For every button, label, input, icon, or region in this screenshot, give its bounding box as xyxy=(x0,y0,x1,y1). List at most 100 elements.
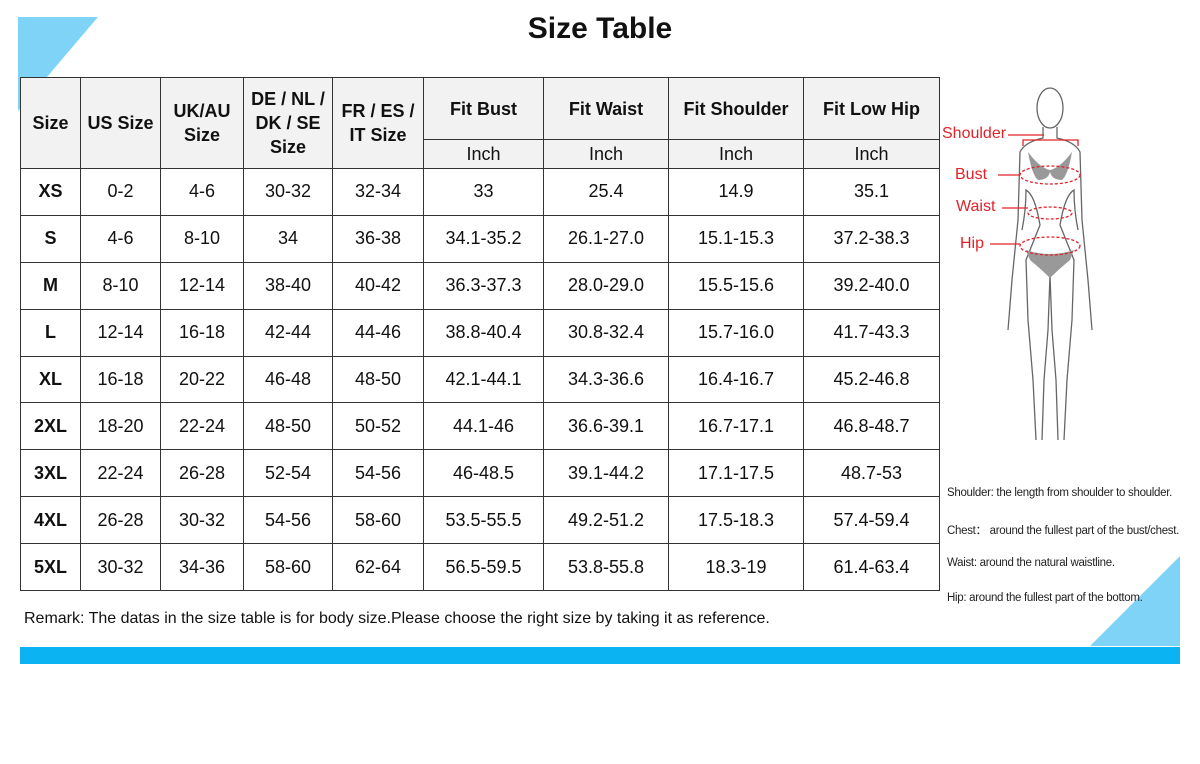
table-cell: 48-50 xyxy=(243,402,333,451)
table-cell: 53.5-55.5 xyxy=(423,496,544,545)
table-cell: 57.4-59.4 xyxy=(803,496,940,545)
table-cell: 53.8-55.8 xyxy=(543,543,669,592)
table-cell: 26.1-27.0 xyxy=(543,214,669,263)
size-cell: 3XL xyxy=(20,449,81,498)
note-chest: Chest： around the fullest part of the bu… xyxy=(947,525,1180,537)
table-cell: 15.5-15.6 xyxy=(668,261,804,310)
body-outline-icon xyxy=(990,87,1093,441)
table-cell: 42-44 xyxy=(243,308,333,357)
table-cell: 12-14 xyxy=(160,261,244,310)
table-cell: 39.2-40.0 xyxy=(803,261,940,310)
table-cell: 46-48 xyxy=(243,355,333,404)
unit-header: Inch xyxy=(803,139,940,169)
table-cell: 34 xyxy=(243,214,333,263)
table-row: 3XL 22-24 26-28 52-54 54-56 46-48.5 39.1-44.2 1… xyxy=(20,449,940,498)
column-header: Fit Low Hip xyxy=(803,77,940,140)
size-cell: M xyxy=(20,261,81,310)
table-cell: 34.3-36.6 xyxy=(543,355,669,404)
table-cell: 12-14 xyxy=(80,308,161,357)
table-cell: 42.1-44.1 xyxy=(423,355,544,404)
table-cell: 33 xyxy=(423,168,544,216)
table-cell: 54-56 xyxy=(243,496,333,545)
table-cell: 17.5-18.3 xyxy=(668,496,804,545)
table-cell: 58-60 xyxy=(243,543,333,592)
table-cell: 18-20 xyxy=(80,402,161,451)
table-cell: 15.1-15.3 xyxy=(668,214,804,263)
page-title: Size Table xyxy=(527,12,673,45)
table-cell: 35.1 xyxy=(803,168,940,216)
table-cell: 52-54 xyxy=(243,449,333,498)
table-row: L 12-14 16-18 42-44 44-46 38.8-40.4 30.8-32.4 1… xyxy=(20,308,940,357)
size-cell: L xyxy=(20,308,81,357)
table-cell: 56.5-59.5 xyxy=(423,543,544,592)
waist-label: Waist xyxy=(956,198,996,215)
table-cell: 41.7-43.3 xyxy=(803,308,940,357)
table-cell: 0-2 xyxy=(80,168,161,216)
table-cell: 25.4 xyxy=(543,168,669,216)
table-cell: 30-32 xyxy=(160,496,244,545)
measurement-notes: Shoulder: the length from shoulder to sh… xyxy=(947,487,1179,627)
table-cell: 26-28 xyxy=(80,496,161,545)
table-row: M 8-10 12-14 38-40 40-42 36.3-37.3 28.0-29.0 15… xyxy=(20,261,940,310)
table-cell: 30.8-32.4 xyxy=(543,308,669,357)
table-cell: 34-36 xyxy=(160,543,244,592)
table-cell: 16-18 xyxy=(160,308,244,357)
table-cell: 36.3-37.3 xyxy=(423,261,544,310)
table-cell: 49.2-51.2 xyxy=(543,496,669,545)
table-row: S 4-6 8-10 34 36-38 34.1-35.2 26.1-27.0 15.1-15… xyxy=(20,214,940,263)
size-cell: XL xyxy=(20,355,81,404)
table-cell: 45.2-46.8 xyxy=(803,355,940,404)
column-header: Size xyxy=(20,77,81,169)
table-cell: 17.1-17.5 xyxy=(668,449,804,498)
size-cell: S xyxy=(20,214,81,263)
table-cell: 28.0-29.0 xyxy=(543,261,669,310)
table-cell: 37.2-38.3 xyxy=(803,214,940,263)
table-cell: 22-24 xyxy=(160,402,244,451)
table-cell: 46.8-48.7 xyxy=(803,402,940,451)
table-cell: 30-32 xyxy=(80,543,161,592)
table-cell: 8-10 xyxy=(160,214,244,263)
table-row: 5XL 30-32 34-36 58-60 62-64 56.5-59.5 53.8-55.… xyxy=(20,543,940,592)
table-cell: 44.1-46 xyxy=(423,402,544,451)
table-cell: 40-42 xyxy=(332,261,424,310)
table-cell: 15.7-16.0 xyxy=(668,308,804,357)
size-cell: 4XL xyxy=(20,496,81,545)
table-row: 2XL 18-20 22-24 48-50 50-52 44.1-46 36.6-39.1 1… xyxy=(20,402,940,451)
column-header: UK/AU Size xyxy=(160,77,244,169)
table-row: 4XL 26-28 30-32 54-56 58-60 53.5-55.5 49.2-51.… xyxy=(20,496,940,545)
table-cell: 54-56 xyxy=(332,449,424,498)
note-hip: Hip: around the fullest part of the bott… xyxy=(947,592,1143,604)
table-cell: 8-10 xyxy=(80,261,161,310)
unit-header: Inch xyxy=(543,139,669,169)
hip-label: Hip xyxy=(960,235,985,252)
decorative-triangle-bottom-right xyxy=(1090,556,1180,646)
size-cell: 2XL xyxy=(20,402,81,451)
table-cell: 36-38 xyxy=(332,214,424,263)
table-cell: 39.1-44.2 xyxy=(543,449,669,498)
column-header: Fit Waist xyxy=(543,77,669,140)
table-cell: 62-64 xyxy=(332,543,424,592)
column-header: US Size xyxy=(80,77,161,169)
table-cell: 4-6 xyxy=(80,214,161,263)
unit-header: Inch xyxy=(668,139,804,169)
table-cell: 48.7-53 xyxy=(803,449,940,498)
table-cell: 26-28 xyxy=(160,449,244,498)
shoulder-label: Shoulder xyxy=(942,125,1007,142)
table-cell: 4-6 xyxy=(160,168,244,216)
column-header: DE / NL / DK / SE Size xyxy=(243,77,333,169)
table-cell: 18.3-19 xyxy=(668,543,804,592)
table-row: XS 0-2 4-6 30-32 32-34 33 25.4 14.9 35.1 xyxy=(20,168,940,216)
column-header: Fit Shoulder xyxy=(668,77,804,140)
table-cell: 44-46 xyxy=(332,308,424,357)
note-waist: Waist: around the natural waistline. xyxy=(947,557,1115,569)
table-cell: 20-22 xyxy=(160,355,244,404)
table-cell: 30-32 xyxy=(243,168,333,216)
table-cell: 16-18 xyxy=(80,355,161,404)
bottom-accent-bar xyxy=(20,647,1180,664)
table-cell: 36.6-39.1 xyxy=(543,402,669,451)
remark-text: Remark: The datas in the size table is f… xyxy=(24,610,770,627)
table-cell: 22-24 xyxy=(80,449,161,498)
table-cell: 48-50 xyxy=(332,355,424,404)
table-cell: 61.4-63.4 xyxy=(803,543,940,592)
column-header: Fit Bust xyxy=(423,77,544,140)
